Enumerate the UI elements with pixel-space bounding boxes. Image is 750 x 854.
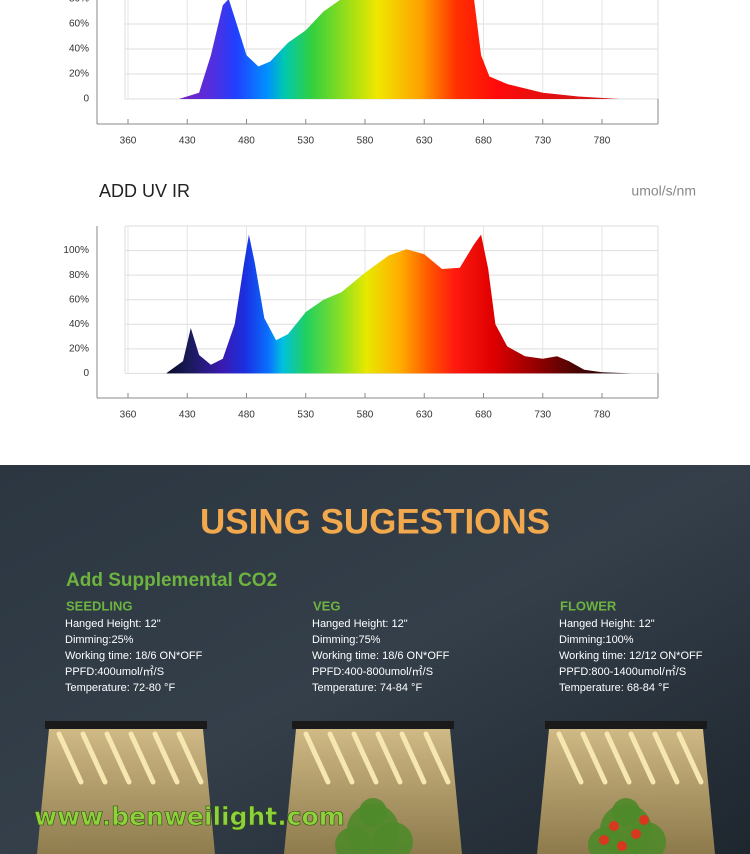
lamp-bar <box>45 721 207 729</box>
led-strip <box>128 731 156 785</box>
column-line: PPFD:400umol/㎡/S <box>65 665 164 678</box>
x-tick-label: 580 <box>357 136 374 147</box>
tomato <box>631 829 641 839</box>
light-cone <box>284 729 462 854</box>
x-tick-label: 360 <box>120 410 137 421</box>
column-line: Working time: 18/6 ON*OFF <box>65 650 203 662</box>
y-tick-label: 80% <box>69 0 89 5</box>
x-tick-label: 580 <box>357 410 374 421</box>
x-tick-label: 630 <box>416 136 433 147</box>
x-tick-label: 780 <box>594 136 611 147</box>
spectrum-area <box>178 0 620 99</box>
column-line: Dimming:100% <box>559 634 634 646</box>
x-tick-label: 360 <box>120 136 137 147</box>
y-tick-label: 20% <box>69 69 89 80</box>
x-tick-label: 680 <box>475 410 492 421</box>
column-line: Temperature: 68-84 °F <box>559 682 669 694</box>
x-tick-label: 730 <box>534 410 551 421</box>
x-tick-label: 780 <box>594 410 611 421</box>
light-cone <box>37 729 215 854</box>
led-strip <box>604 731 632 785</box>
led-strip <box>556 731 584 785</box>
column-line: PPFD:800-1400umol/㎡/S <box>559 665 686 678</box>
led-strip <box>176 731 204 785</box>
led-strip <box>375 731 403 785</box>
column-heading: SEEDLING <box>66 598 132 613</box>
y-tick-label: 40% <box>69 319 89 330</box>
plant-leaf <box>612 798 640 826</box>
chart-title: ADD UV IR <box>99 181 190 201</box>
plant-leaf <box>373 822 413 854</box>
x-tick-label: 530 <box>297 136 314 147</box>
y-tick-label: 100% <box>63 245 89 256</box>
plant-leaf <box>335 827 371 854</box>
lamp-bar <box>292 721 454 729</box>
led-strip <box>104 731 132 785</box>
column-line: Temperature: 72-80 °F <box>65 682 175 694</box>
x-tick-label: 630 <box>416 410 433 421</box>
plant-leaf <box>359 798 387 826</box>
led-strip <box>56 731 84 785</box>
x-tick-label: 480 <box>238 136 255 147</box>
chart-unit: umol/s/nm <box>631 183 696 199</box>
column-line: Dimming:75% <box>312 634 381 646</box>
lamps <box>37 721 715 854</box>
x-tick-label: 680 <box>475 136 492 147</box>
y-tick-label: 80% <box>69 270 89 281</box>
tomato <box>599 835 609 845</box>
x-tick-label: 430 <box>179 410 196 421</box>
y-tick-label: 20% <box>69 343 89 354</box>
led-strip <box>423 731 451 785</box>
column-line: Hanged Height: 12" <box>65 618 161 630</box>
led-strip <box>399 731 427 785</box>
y-tick-label: 60% <box>69 19 89 30</box>
x-tick-label: 430 <box>179 136 196 147</box>
led-strip <box>327 731 355 785</box>
lamp-bar <box>545 721 707 729</box>
column-line: Hanged Height: 12" <box>312 618 408 630</box>
column-heading: VEG <box>313 598 340 613</box>
column-line: Temperature: 74-84 °F <box>312 682 422 694</box>
x-tick-label: 730 <box>534 136 551 147</box>
spectrum-area <box>166 234 632 374</box>
column-line: Hanged Height: 12" <box>559 618 655 630</box>
column-line: Dimming:25% <box>65 634 134 646</box>
led-strip <box>652 731 680 785</box>
column-line: PPFD:400-800umol/㎡/S <box>312 665 433 678</box>
y-tick-label: 0 <box>83 368 89 379</box>
led-strip <box>676 731 704 785</box>
section-title: USING SUGESTIONS <box>200 502 550 541</box>
column-line: Working time: 12/12 ON*OFF <box>559 650 703 662</box>
column-line: Working time: 18/6 ON*OFF <box>312 650 450 662</box>
y-tick-label: 40% <box>69 44 89 55</box>
tomato <box>609 821 619 831</box>
y-tick-label: 60% <box>69 294 89 305</box>
tomato <box>617 841 627 851</box>
led-strip <box>580 731 608 785</box>
led-strip <box>152 731 180 785</box>
section-subtitle: Add Supplemental CO2 <box>66 570 277 591</box>
led-strip <box>80 731 108 785</box>
tomato <box>639 815 649 825</box>
column-heading: FLOWER <box>560 598 617 613</box>
led-strip <box>351 731 379 785</box>
light-cone <box>537 729 715 854</box>
x-tick-label: 530 <box>297 410 314 421</box>
led-strip <box>303 731 331 785</box>
y-tick-label: 0 <box>83 94 89 105</box>
led-strip <box>628 731 656 785</box>
website-url: www.benweilight.com <box>34 802 345 831</box>
x-tick-label: 480 <box>238 410 255 421</box>
